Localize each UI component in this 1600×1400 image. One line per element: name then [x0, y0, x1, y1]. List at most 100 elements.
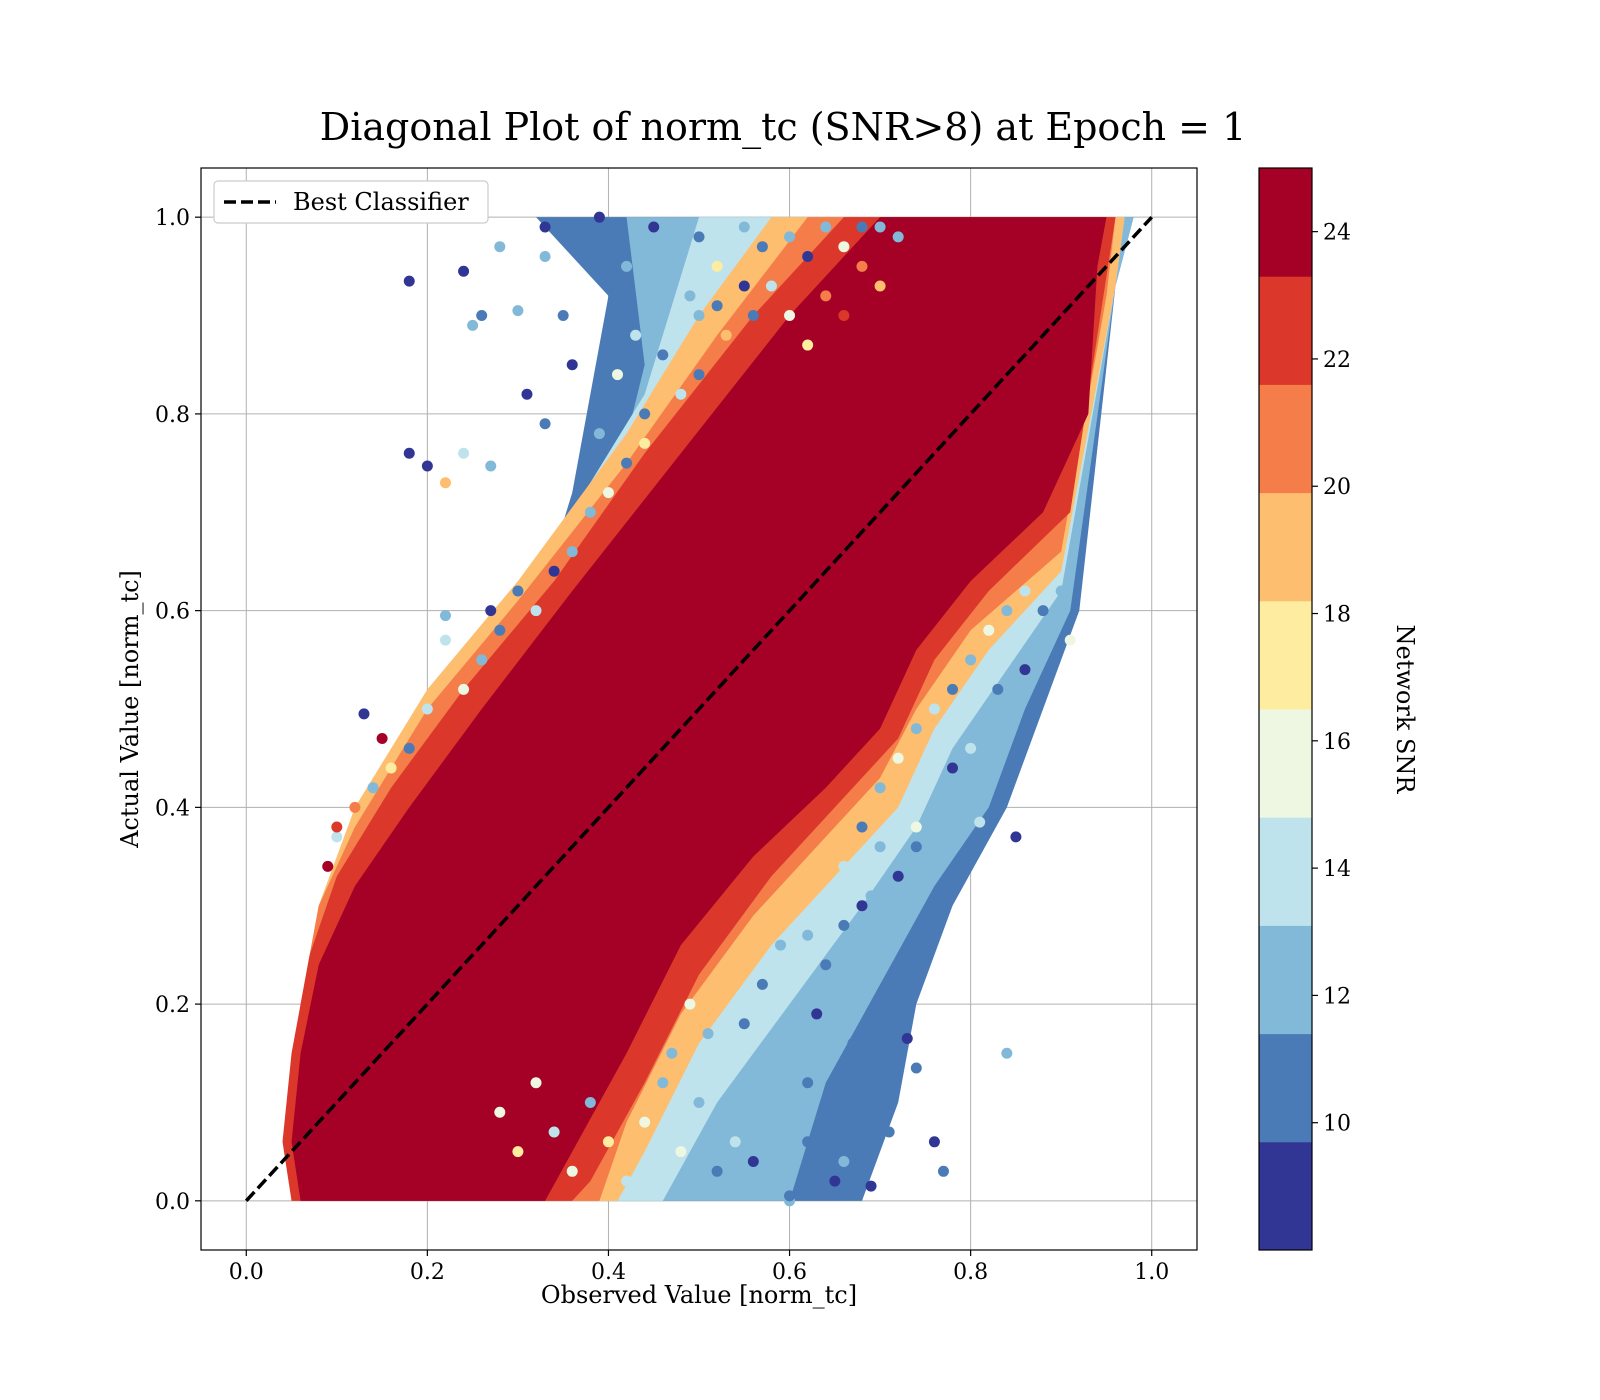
scatter-point: [756, 978, 768, 990]
scatter-point: [838, 860, 850, 872]
scatter-point: [521, 388, 533, 400]
colorbar-bin: [1259, 1141, 1312, 1251]
scatter-point: [675, 1146, 687, 1158]
scatter-point: [693, 1096, 705, 1108]
scatter-point: [693, 369, 705, 381]
scatter-point: [548, 1126, 560, 1138]
scatter-point: [747, 1087, 759, 1099]
scatter-point: [784, 1190, 796, 1202]
scatter-point: [693, 310, 705, 322]
scatter-point: [349, 801, 361, 813]
scatter-point: [874, 954, 886, 966]
scatter-point: [738, 221, 750, 233]
scatter-point: [439, 477, 451, 489]
scatter-point: [838, 919, 850, 931]
x-tick-label: 0.2: [410, 1260, 445, 1285]
scatter-point: [485, 605, 497, 617]
scatter-point: [675, 388, 687, 400]
scatter-point: [784, 231, 796, 243]
scatter-point: [1001, 605, 1013, 617]
scatter-point: [702, 1028, 714, 1040]
colorbar-bin: [1259, 492, 1312, 602]
scatter-point: [548, 565, 560, 577]
scatter-point: [738, 280, 750, 292]
chart-title: Diagonal Plot of norm_tc (SNR>8) at Epoc…: [320, 105, 1247, 150]
scatter-point: [331, 831, 343, 843]
best-classifier-diagonal: [244, 215, 1154, 1203]
scatter-point: [602, 487, 614, 499]
scatter-point: [602, 1136, 614, 1148]
scatter-point: [847, 1037, 859, 1049]
scatter-point: [856, 260, 868, 272]
scatter-point: [802, 929, 814, 941]
scatter-point: [1037, 605, 1049, 617]
y-axis-ticks: 0.0 0.2 0.4 0.6 0.8 1.0: [155, 206, 201, 1215]
scatter-point: [458, 447, 470, 459]
scatter-point: [974, 816, 986, 828]
scatter-point: [901, 1033, 913, 1045]
colorbar: 10 12 14 16 18 20 22 24: [1258, 167, 1351, 1251]
legend: Best Classifier: [213, 180, 489, 224]
scatter-point: [512, 1146, 524, 1158]
colorbar-bin: [1259, 925, 1312, 1035]
scatter-point: [657, 349, 669, 361]
colorbar-bin: [1259, 168, 1312, 277]
scatter-point: [1019, 585, 1031, 597]
scatter-point: [1001, 1047, 1013, 1059]
scatter-point: [421, 703, 433, 715]
scatter-point: [458, 265, 470, 277]
scatter-point: [765, 280, 777, 292]
scatter-point: [1019, 664, 1031, 676]
scatter-point: [530, 605, 542, 617]
scatter-point: [1064, 634, 1076, 646]
scatter-point: [494, 1106, 506, 1118]
scatter-point: [765, 1116, 777, 1128]
best-classifier-line: [244, 215, 1154, 1203]
scatter-point: [630, 329, 642, 341]
scatter-point: [747, 310, 759, 322]
scatter-point: [910, 821, 922, 833]
scatter-point: [539, 221, 551, 233]
scatter-point: [874, 221, 886, 233]
scatter-point: [820, 221, 832, 233]
scatter-point: [865, 1180, 877, 1192]
x-tick-label: 1.0: [1134, 1260, 1169, 1285]
colorbar-bin: [1259, 600, 1312, 710]
scatter-point: [421, 460, 433, 472]
scatter-point: [802, 339, 814, 351]
colorbar-bin: [1259, 1033, 1312, 1143]
scatter-point: [639, 437, 651, 449]
scatter-point: [937, 1165, 949, 1177]
colorbar-tick-label: 10: [1323, 1112, 1351, 1137]
scatter-point: [367, 782, 379, 794]
scatter-point: [657, 1077, 669, 1089]
scatter-point: [910, 723, 922, 735]
scatter-point: [774, 939, 786, 951]
scatter-point: [856, 821, 868, 833]
scatter-point: [693, 231, 705, 243]
scatter-point: [376, 733, 388, 745]
scatter-point: [530, 1077, 542, 1089]
scatter-point: [838, 310, 850, 322]
y-tick-label: 0.2: [155, 993, 190, 1018]
scatter-point: [467, 319, 479, 331]
x-axis-ticks: 0.0 0.2 0.4 0.6 0.8 1.0: [229, 1250, 1169, 1285]
scatter-point: [1055, 585, 1067, 597]
x-tick-label: 0.8: [953, 1260, 988, 1285]
scatter-point: [784, 310, 796, 322]
scatter-point: [1010, 831, 1022, 843]
scatter-point: [892, 870, 904, 882]
scatter-point: [711, 300, 723, 312]
scatter-point: [639, 1116, 651, 1128]
scatter-point: [458, 683, 470, 695]
scatter-point: [965, 654, 977, 666]
y-tick-label: 0.0: [155, 1190, 190, 1215]
scatter-point: [684, 998, 696, 1010]
scatter-point: [910, 841, 922, 853]
colorbar-bin: [1259, 709, 1312, 818]
colorbar-tick-label: 14: [1323, 857, 1351, 882]
scatter-point: [711, 1165, 723, 1177]
colorbar-tick-label: 18: [1323, 603, 1351, 628]
scatter-point: [820, 900, 832, 912]
